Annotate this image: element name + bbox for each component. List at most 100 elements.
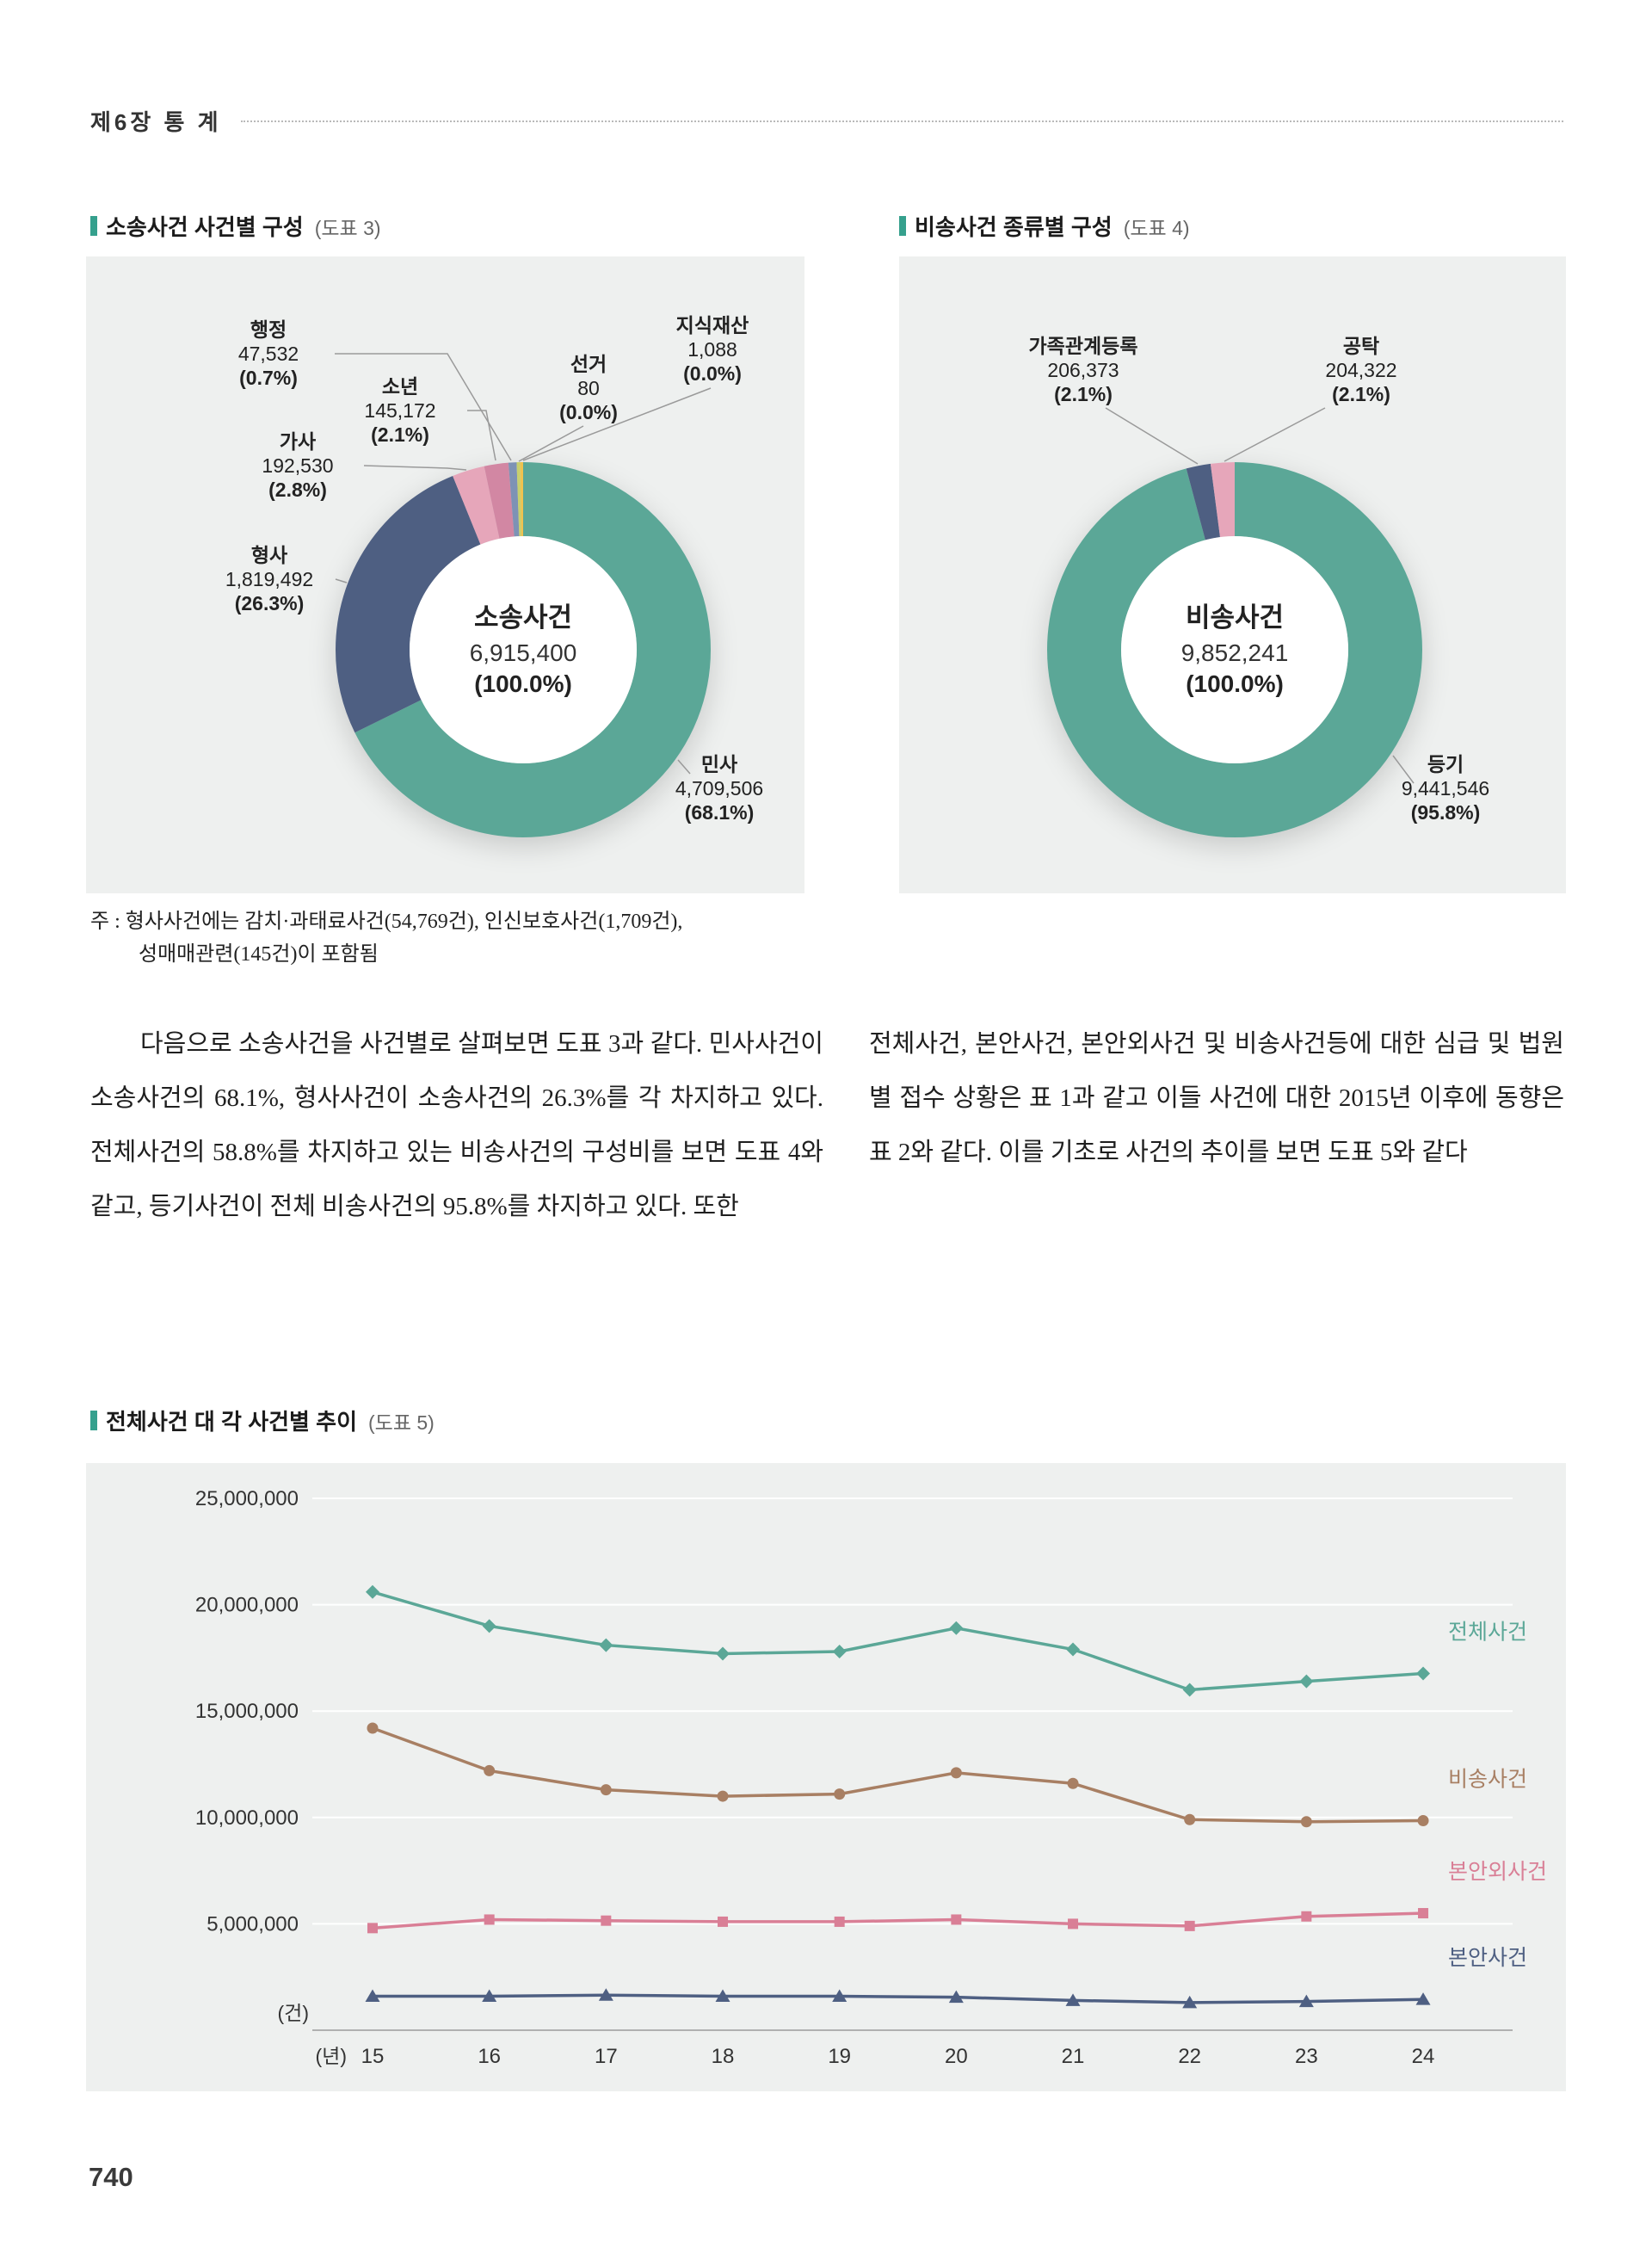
slice-value: 204,322 [1325,359,1397,381]
slice-value: 145,172 [364,399,436,422]
paragraph: 다음으로 소송사건을 사건별로 살펴보면 도표 3과 같다. 민사사건이 소송사… [90,1030,823,1220]
slice-value: 47,532 [237,343,299,365]
triangle-marker [715,1989,730,2002]
triangle-marker [365,1989,380,2002]
square-marker [1301,1911,1312,1922]
square-marker [601,1915,612,1926]
diamond-marker [1066,1642,1081,1657]
slice-label-jisikjaesan: 지식재산 1,088 (0.0%) [648,313,777,386]
donut-hole [410,536,637,763]
section-title-chart3: 소송사건 사건별 구성 (도표 3) [90,210,381,242]
series-label-본안외사건: 본안외사건 [1448,1860,1547,1884]
slice-label-gongtak: 공탁 204,322 (2.1%) [1297,334,1426,406]
slice-label-minsa: 민사 4,709,506 (68.1%) [655,752,784,824]
x-axis-tick-label: 22 [1178,2045,1201,2068]
slice-value: 1,819,492 [225,568,314,590]
donut-center-total: 9,852,241 [1180,639,1289,666]
slice-label-gajokgwangyedeungnok: 가족관계등록 206,373 (2.1%) [989,334,1178,406]
leader-lines [335,353,712,775]
slice-label-sonyeon: 소년 145,172 (2.1%) [336,374,465,447]
square-marker [1184,1920,1195,1931]
diamond-marker [482,1619,496,1633]
square-marker [718,1916,729,1927]
slice-value: 206,373 [1047,359,1119,381]
slice-percent: (2.1%) [371,423,429,446]
circle-marker [367,1722,379,1734]
x-axis-tick-label: 16 [478,2045,501,2068]
section-title-tag: (도표 4) [1123,216,1190,239]
diamond-marker [1299,1674,1314,1689]
diamond-marker [599,1638,613,1652]
x-axis-tick-label: 23 [1295,2045,1318,2068]
slice-value: 1,088 [687,338,737,361]
triangle-marker [1298,1994,1314,2008]
section-title-chart4: 비송사건 종류별 구성 (도표 4) [899,210,1190,242]
triangle-marker [948,1990,964,2004]
x-axis-tick-label: 19 [828,2045,851,2068]
x-axis-tick-label: 20 [945,2045,968,2068]
leader-line-gajok [1105,407,1199,465]
footnote-line2: 성매매관련(145건)이 포함됨 [139,943,379,966]
slice-name: 선거 [570,353,607,375]
title-bullet-icon [899,216,906,236]
donut-slice-형사 [336,462,711,837]
square-marker [1418,1908,1429,1919]
slice-percent: (2.1%) [1054,383,1113,405]
section-title-tag: (도표 3) [314,216,381,239]
leader-lines [1105,407,1415,784]
diamond-marker [366,1584,379,1599]
body-text-left-column: 다음으로 소송사건을 사건별로 살펴보면 도표 3과 같다. 민사사건이 소송사… [90,1017,823,1234]
slice-value: 4,709,506 [675,777,764,800]
square-marker [367,1923,378,1934]
slice-percent: (95.8%) [1410,801,1481,824]
circle-marker [950,1767,962,1779]
x-axis-tick-label: 17 [595,2045,618,2068]
slice-percent: (0.7%) [239,367,298,389]
series-label-전체사건: 전체사건 [1448,1620,1527,1644]
slice-name: 소년 [381,375,419,398]
slice-name: 공탁 [1342,335,1380,357]
donut-slice-지식재산 [336,462,711,837]
slice-label-seongeo: 선거 80 (0.0%) [524,352,653,424]
slice-value: 192,530 [262,454,334,477]
litigation-donut-panel: 행정 47,532 (0.7%) 소년 145,172 (2.1%) 가사 19… [86,256,804,893]
leader-line-jisikjaesan [522,387,712,461]
chapter-title: 제6장 통 계 [90,109,222,135]
donut-center-title: 소송사건 [473,602,573,633]
chapter-divider-dotted-line [240,120,1563,122]
litigation-donut-center: 소송사건 6,915,400 (100.0%) [411,598,635,700]
slice-name: 형사 [250,544,288,566]
y-axis-tick-label: 25,000,000 [195,1487,299,1510]
circle-marker [1417,1815,1429,1827]
circle-marker [1300,1816,1312,1828]
slice-name: 가사 [279,430,317,453]
series-label-비송사건: 비송사건 [1448,1768,1527,1792]
leader-line-gasa [363,465,467,471]
y-axis-unit-label: (건) [278,2002,309,2024]
circle-marker [600,1784,612,1796]
slice-percent: (68.1%) [684,801,755,824]
series-line-비송사건 [372,1726,1424,1824]
section-title-tag: (도표 5) [368,1411,435,1434]
slice-label-hyeongsa: 형사 1,819,492 (26.3%) [205,543,334,615]
slice-name: 행정 [250,318,287,341]
footnote-line1: 주 : 형사사건에는 감치·과태료사건(54,769건), 인신보호사건(1,7… [90,911,683,933]
donut-center-total: 6,915,400 [469,639,577,666]
square-marker [1068,1918,1079,1930]
leader-line-hyeongsa [335,578,348,584]
slice-percent: (0.0%) [683,362,742,385]
nonlitigation-donut-center: 비송사건 9,852,241 (100.0%) [1123,598,1347,700]
footnote: 주 : 형사사건에는 감치·과태료사건(54,769건), 인신보호사건(1,7… [90,905,682,971]
circle-marker [717,1790,729,1802]
trend-line-chart: 25,000,000 20,000,000 15,000,000 10,000,000… [195,1487,1547,2068]
circle-marker [484,1764,496,1776]
y-axis-tick-label: 15,000,000 [195,1700,299,1723]
leader-line-haengjeong [335,353,512,461]
y-axis-tick-label: 5,000,000 [206,1912,299,1936]
donut-center-title: 비송사건 [1185,602,1285,633]
diamond-marker [949,1621,964,1635]
diamond-marker [716,1646,730,1661]
donut-center-percent: (100.0%) [474,670,572,697]
circle-marker [1067,1777,1079,1789]
slice-label-haengjeong: 행정 47,532 (0.7%) [204,318,333,390]
